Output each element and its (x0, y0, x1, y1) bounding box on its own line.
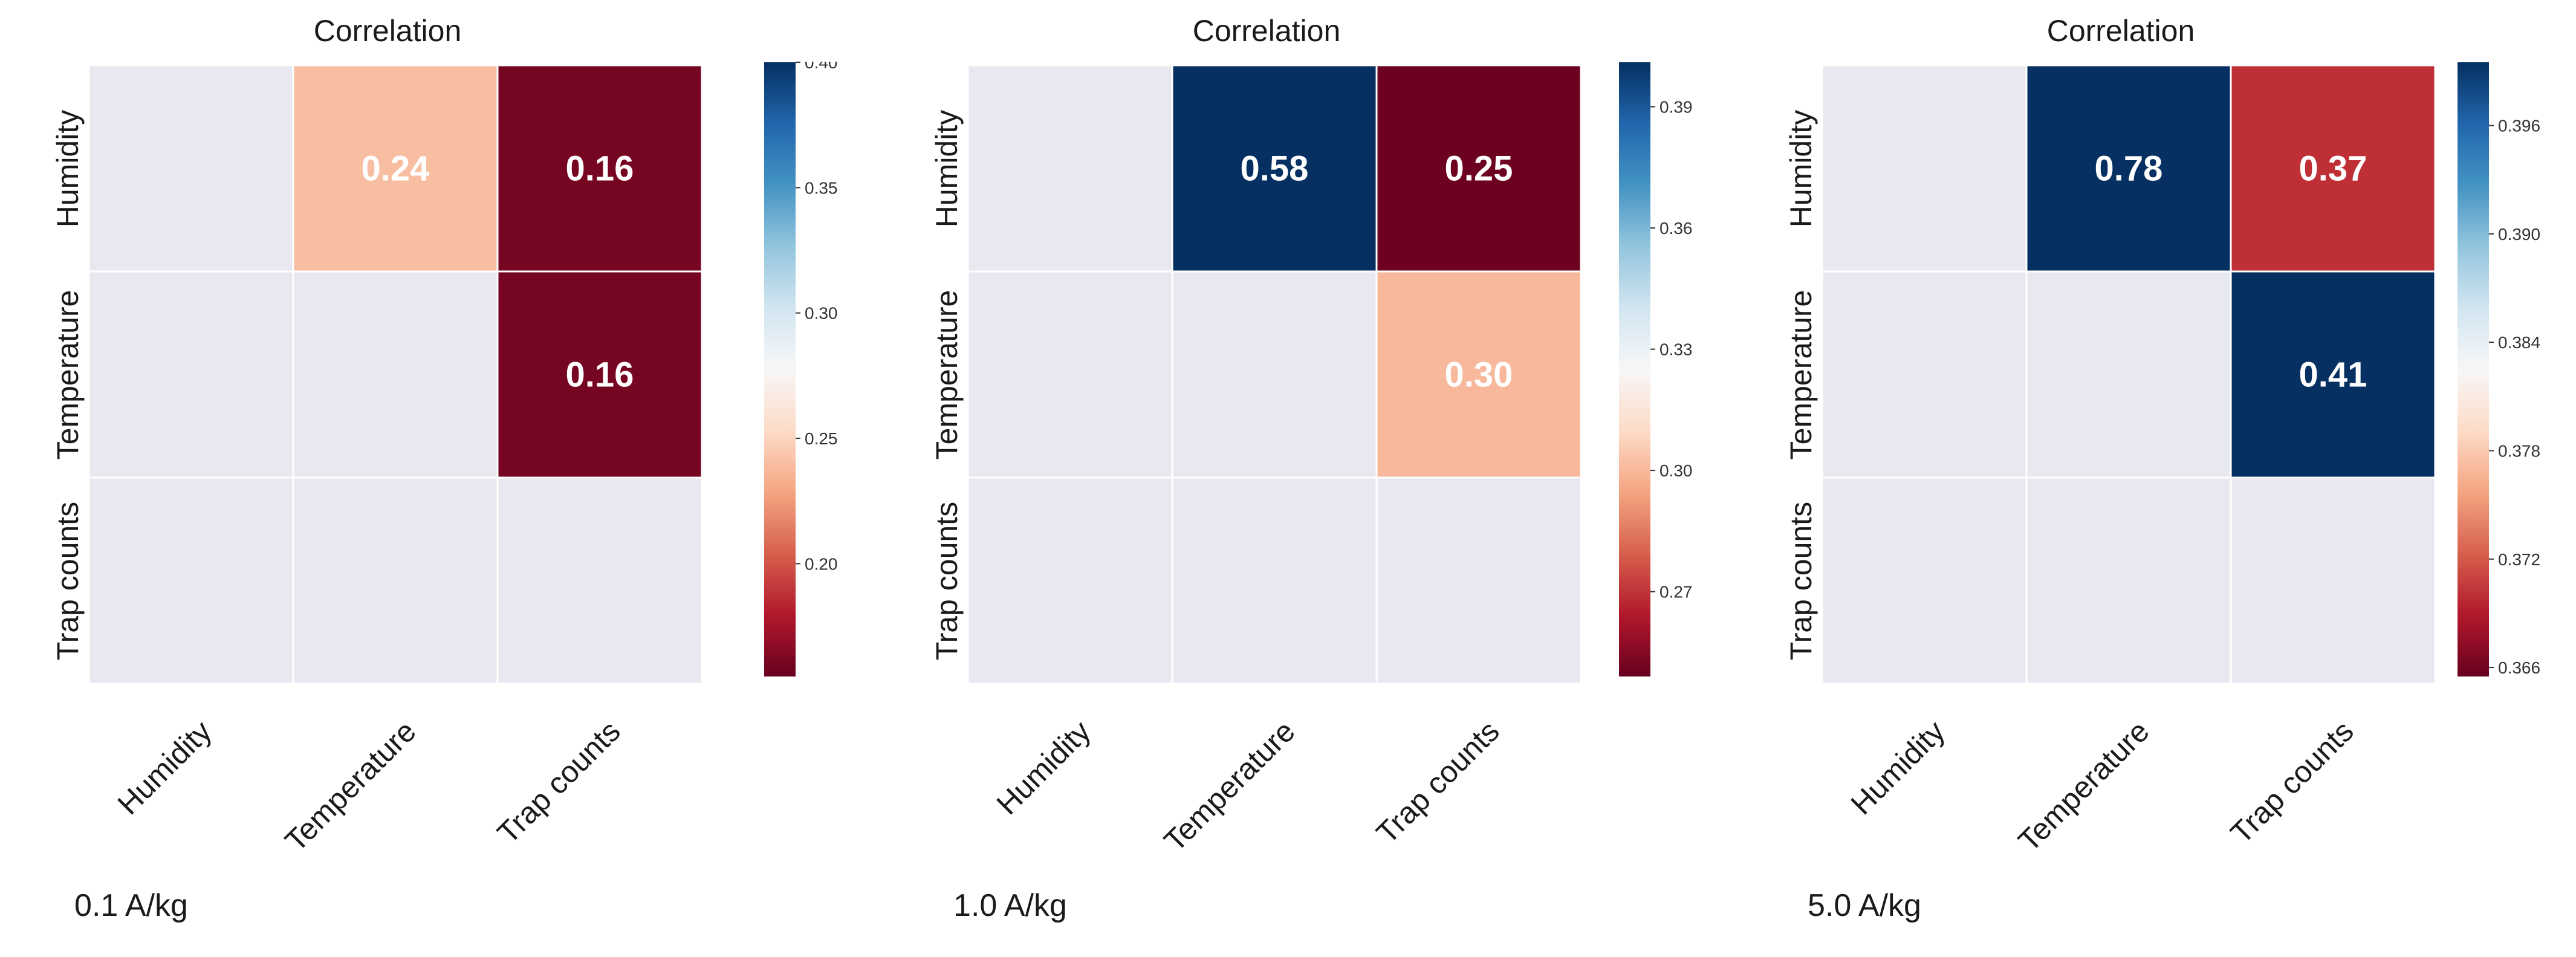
column-label: Trap counts (2224, 714, 2360, 851)
heatmap-cell (1171, 65, 1378, 273)
column-label: Temperature (2011, 714, 2156, 858)
cell-annotation: 0.78 (2095, 149, 2163, 189)
colorbar: 0.20 0.25 0.30 0.35 0.40 (764, 62, 838, 676)
colorbar-tick-label: 0.378 (2498, 441, 2540, 460)
colorbar: 0.366 0.372 0.378 0.384 0.390 0.396 (2458, 62, 2540, 677)
heatmap-cell (1171, 476, 1378, 685)
colorbar-tick-label: 0.30 (1659, 461, 1693, 480)
colorbar-tick-label: 0.35 (805, 178, 838, 197)
row-label: Humidity (1784, 109, 1818, 227)
heatmap-cell (2025, 65, 2232, 273)
heatmap-cell (89, 65, 294, 273)
heatmap-cell (968, 270, 1173, 479)
heatmap-cell (496, 476, 703, 685)
colorbar-tick-label: 0.366 (2498, 658, 2540, 677)
panel-caption: 1.0 A/kg (953, 888, 1067, 923)
heatmap-cell (2025, 270, 2232, 479)
heatmap-cell (1822, 65, 2028, 273)
chart-title: Correlation (2046, 14, 2195, 48)
colorbar-tick-label: 0.20 (805, 554, 838, 573)
heatmap-cell (89, 476, 294, 685)
column-label: Humidity (1844, 714, 1951, 822)
heatmap-cell (1822, 270, 2028, 479)
heatmap-cell (1375, 476, 1582, 685)
heatmap-grid: 0.58 0.25 0.30 (968, 65, 1582, 685)
chart-title: Correlation (1192, 14, 1341, 48)
colorbar-tick-label: 0.25 (805, 429, 838, 448)
heatmap-cell (2230, 270, 2436, 479)
colorbar-gradient (2458, 62, 2489, 676)
heatmap-cell (2230, 476, 2436, 685)
panel-caption: 5.0 A/kg (1808, 888, 1921, 923)
cell-annotation: 0.25 (1445, 149, 1513, 189)
heatmap-grid: 0.78 0.37 0.41 (1822, 65, 2436, 685)
heatmap-cell (1822, 476, 2028, 685)
cell-annotation: 0.41 (2299, 355, 2367, 395)
colorbar-tick-label: 0.384 (2498, 333, 2540, 352)
cell-annotation: 0.30 (1445, 355, 1513, 395)
colorbar-tick-label: 0.39 (1659, 98, 1693, 117)
cell-annotation: 0.58 (1241, 149, 1309, 189)
colorbar-tick-label: 0.390 (2498, 225, 2540, 244)
row-label: Trap counts (1784, 501, 1818, 660)
heatmap-cell (496, 270, 703, 479)
heatmap-cell (292, 476, 499, 685)
colorbar: 0.27 0.30 0.33 0.36 0.39 (1619, 62, 1693, 676)
heatmap-cell (968, 476, 1173, 685)
panel-caption: 0.1 A/kg (74, 888, 188, 923)
colorbar-tick-label: 0.30 (805, 304, 838, 323)
cell-annotation: 0.24 (362, 149, 430, 189)
colorbar-tick-label: 0.372 (2498, 550, 2540, 569)
heatmap-cell (1171, 270, 1378, 479)
colorbar-tick-label: 0.40 (805, 62, 838, 72)
colorbar-tick-label: 0.396 (2498, 117, 2540, 135)
colorbar-gradient (764, 62, 796, 676)
heatmap-cell (1375, 65, 1582, 273)
chart-title: Correlation (313, 14, 462, 48)
heatmap-cell (968, 65, 1173, 273)
cell-annotation: 0.37 (2299, 149, 2367, 189)
cell-annotation: 0.16 (566, 149, 634, 189)
heatmap-grid: 0.24 0.16 0.16 (89, 65, 703, 685)
colorbar-gradient (1619, 62, 1650, 676)
cell-annotation: 0.16 (566, 355, 634, 395)
colorbar-tick-label: 0.33 (1659, 340, 1693, 359)
colorbar-tick-label: 0.27 (1659, 583, 1693, 602)
heatmap-cell (2025, 476, 2232, 685)
colorbar-tick-label: 0.36 (1659, 219, 1693, 238)
row-label: Temperature (1784, 290, 1818, 459)
heatmap-cell (1375, 270, 1582, 479)
